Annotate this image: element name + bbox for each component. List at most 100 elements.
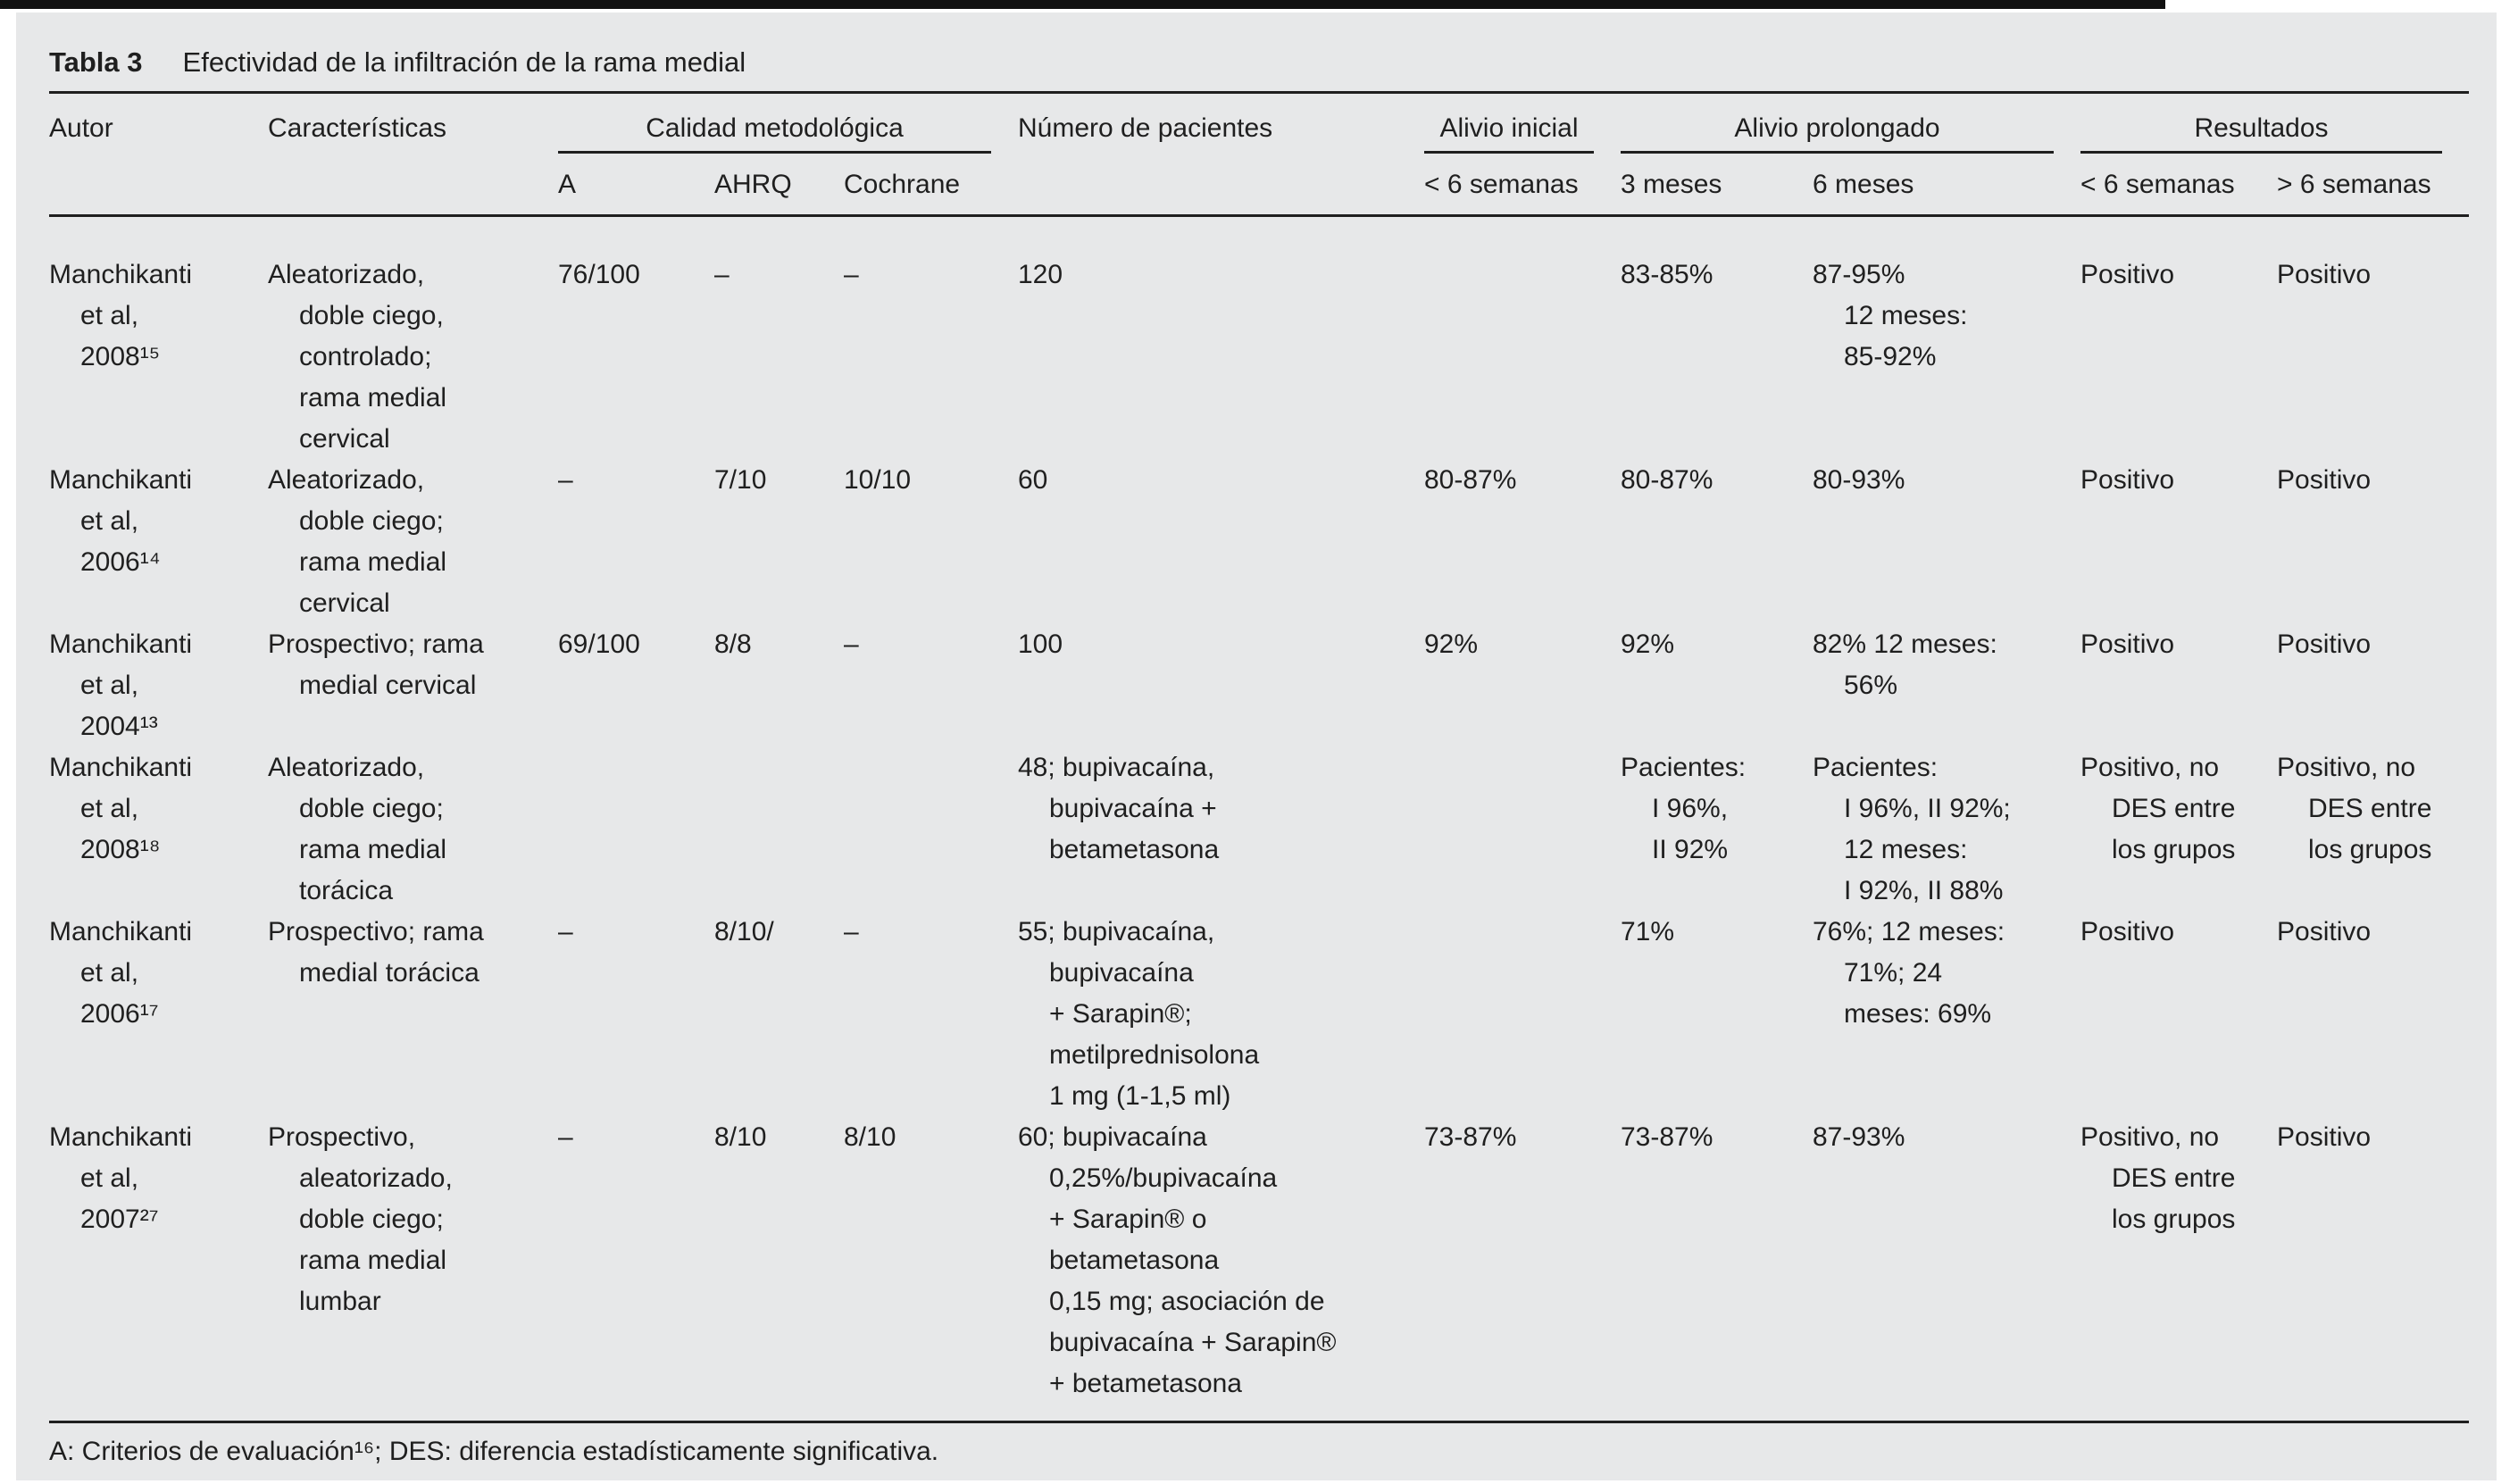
cell-line: doble ciego; <box>299 794 444 823</box>
cell-autor: Manchikanti et al, 2007²⁷ <box>49 1117 268 1422</box>
cell-line: 71% <box>1621 917 1675 946</box>
cell-line: Positivo, no <box>2080 753 2220 782</box>
col-header-resultado-lt6-semanas: < 6 semanas <box>2080 154 2277 217</box>
cell-line: Positivo <box>2277 260 2372 289</box>
cell-ahrq: 8/10 <box>714 1122 767 1152</box>
cell-resultado_lt6s: Positivo <box>2080 460 2277 624</box>
cell-line: medial cervical <box>299 671 477 700</box>
cell-cochrane <box>844 747 1018 912</box>
table-title: Tabla 3 Efectividad de la infiltración de… <box>49 45 2469 80</box>
cell-alivio_inicial: 80-87% <box>1424 465 1517 495</box>
col-header-3-meses: 3 meses <box>1621 154 1813 217</box>
table-panel: Tabla 3 Efectividad de la infiltración de… <box>16 13 2497 1480</box>
table-row: Manchikanti et al, 2008¹⁸ Aleatorizado, dobl… <box>49 747 2469 912</box>
cell-line: rama medial <box>299 383 447 413</box>
cell-ahrq <box>714 747 844 912</box>
cell-line: + Sarapin® o <box>1049 1205 1207 1234</box>
cell-pacientes: 60; bupivacaína 0,25%/bupivacaína + Sarapi… <box>1018 1117 1424 1422</box>
cell-alivio_3m: 80-87% <box>1621 460 1813 624</box>
cell-pacientes: 120 <box>1018 216 1424 461</box>
cell-line: 0,25%/bupivacaína <box>1049 1163 1278 1193</box>
cell-line: 2008¹⁵ <box>80 342 161 371</box>
cell-line: lumbar <box>299 1287 381 1316</box>
cell-line: 83-85% <box>1621 260 1713 289</box>
cell-alivio_inicial <box>1424 912 1621 1117</box>
cell-line: Manchikanti <box>49 917 193 946</box>
cell-alivio_6m: 76%; 12 meses: 71%; 24 meses: 69% <box>1813 912 2080 1117</box>
cell-autor: Manchikanti et al, 2006¹⁷ <box>49 912 268 1117</box>
cell-line: Positivo, no <box>2080 1122 2220 1152</box>
cell-resultado_lt6s: Positivo <box>2080 912 2277 1117</box>
cell-line: Positivo <box>2277 629 2372 659</box>
cell-line: 12 meses: <box>1844 301 1968 330</box>
cell-line: 56% <box>1844 671 1898 700</box>
cell-line: et al, <box>80 1163 139 1193</box>
effectiveness-table: Autor Características Calidad metodológi… <box>49 91 2469 1423</box>
cell-line: 71%; 24 <box>1844 958 1943 988</box>
cell-alivio_6m: 87-93% <box>1813 1117 2080 1422</box>
cell-line: + Sarapin®; <box>1049 999 1192 1029</box>
cell-a: – <box>558 465 573 495</box>
cell-line: meses: 69% <box>1844 999 1992 1029</box>
cell-line: los grupos <box>2308 835 2432 864</box>
cell-line: et al, <box>80 301 139 330</box>
table-row: Manchikanti et al, 2008¹⁵ Aleatorizado, dobl… <box>49 216 2469 461</box>
cell-alivio_6m: Pacientes: I 96%, II 92%; 12 meses: I 92%, … <box>1813 747 2080 912</box>
cell-line: Manchikanti <box>49 260 193 289</box>
cell-ahrq: – <box>714 260 730 289</box>
cell-caracteristicas: Aleatorizado, doble ciego; rama medial torá… <box>268 747 558 912</box>
cell-resultado_lt6s: Positivo <box>2080 216 2277 461</box>
cell-pacientes: 100 <box>1018 624 1424 747</box>
table-header: Autor Características Calidad metodológi… <box>49 92 2469 217</box>
cell-line: rama medial <box>299 547 447 577</box>
cell-line: Manchikanti <box>49 753 193 782</box>
cell-line: I 96%, <box>1652 794 1729 823</box>
cell-line: 120 <box>1018 260 1063 289</box>
col-header-a: A <box>558 154 714 217</box>
col-header-autor: Autor <box>49 92 268 217</box>
col-header-ahrq: AHRQ <box>714 154 844 217</box>
cell-caracteristicas: Prospectivo; rama medial cervical <box>268 624 558 747</box>
cell-line: DES entre <box>2112 1163 2236 1193</box>
table-row: Manchikanti et al, 2004¹³ Prospectivo; rama… <box>49 624 2469 747</box>
cell-line: betametasona <box>1049 835 1220 864</box>
cell-line: 87-95% <box>1813 260 1905 289</box>
cell-line: doble ciego, <box>299 301 444 330</box>
cell-line: Manchikanti <box>49 465 193 495</box>
cell-line: 0,15 mg; asociación de <box>1049 1287 1325 1316</box>
cell-line: Prospectivo; rama <box>268 629 484 659</box>
cell-resultado_gt6s: Positivo <box>2277 1117 2469 1422</box>
cell-resultado_lt6s: Positivo, no DES entre los grupos <box>2080 747 2277 912</box>
cell-autor: Manchikanti et al, 2004¹³ <box>49 624 268 747</box>
cell-resultado_gt6s: Positivo <box>2277 624 2469 747</box>
cell-line: 48; bupivacaína, <box>1018 753 1215 782</box>
cell-line: Positivo <box>2277 1122 2372 1152</box>
col-header-caracteristicas: Características <box>268 92 558 217</box>
cell-line: et al, <box>80 671 139 700</box>
cell-alivio_inicial: 73-87% <box>1424 1122 1517 1152</box>
cell-line: cervical <box>299 424 390 454</box>
cell-line: medial torácica <box>299 958 479 988</box>
cell-line: Positivo <box>2277 917 2372 946</box>
cell-line: Prospectivo; rama <box>268 917 484 946</box>
cell-line: cervical <box>299 588 390 618</box>
cell-line: 87-93% <box>1813 1122 1905 1152</box>
cell-line: Positivo <box>2080 629 2175 659</box>
cell-resultado_gt6s: Positivo <box>2277 912 2469 1117</box>
cell-alivio_3m: Pacientes: I 96%, II 92% <box>1621 747 1813 912</box>
cell-caracteristicas: Aleatorizado, doble ciego, controlado; rama… <box>268 216 558 461</box>
cell-autor: Manchikanti et al, 2008¹⁸ <box>49 747 268 912</box>
cell-line: bupivacaína <box>1049 958 1194 988</box>
cell-line: 1 mg (1-1,5 ml) <box>1049 1081 1231 1111</box>
cell-a <box>558 747 714 912</box>
cell-line: rama medial <box>299 1246 447 1275</box>
cell-alivio_3m: 92% <box>1621 624 1813 747</box>
cell-resultado_gt6s: Positivo <box>2277 216 2469 461</box>
cell-line: Prospectivo, <box>268 1122 416 1152</box>
cell-autor: Manchikanti et al, 2006¹⁴ <box>49 460 268 624</box>
cell-cochrane: – <box>844 629 859 659</box>
cell-alivio_6m: 80-93% <box>1813 460 2080 624</box>
cell-cochrane: – <box>844 917 859 946</box>
cell-line: Pacientes: <box>1813 753 1939 782</box>
cell-caracteristicas: Aleatorizado, doble ciego; rama medial cerv… <box>268 460 558 624</box>
